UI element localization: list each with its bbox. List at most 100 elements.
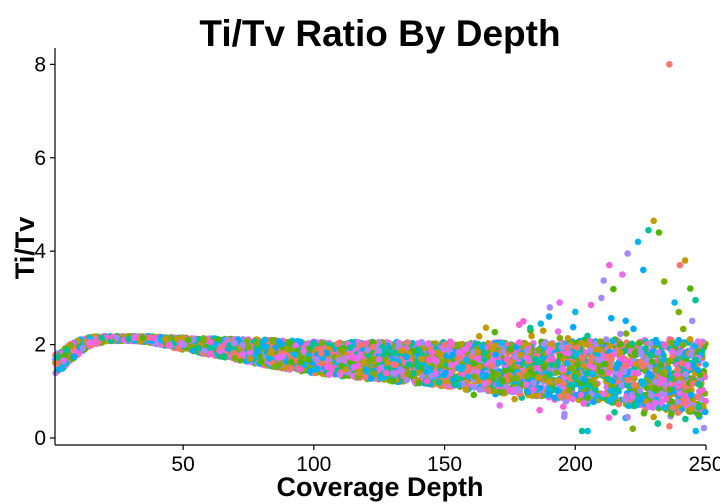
data-point [537,320,545,328]
data-point [355,342,363,350]
data-point [554,359,562,366]
data-point [557,393,564,400]
data-point [566,375,574,383]
data-point [541,374,549,381]
data-point [494,359,502,367]
data-point [377,375,384,382]
data-point [530,379,537,387]
data-point [578,427,586,435]
data-point [254,348,261,356]
data-point [560,403,567,411]
data-point [297,339,305,346]
chart-title: Ti/Tv Ratio By Depth [199,13,560,54]
data-point [471,373,478,380]
data-point [694,338,702,345]
data-point [470,383,478,391]
data-point [624,377,631,384]
data-point [524,388,532,396]
data-point [399,347,406,354]
data-point [323,349,330,357]
data-point [435,379,443,386]
data-point [629,393,636,401]
data-point [482,324,490,332]
data-point [662,395,670,403]
data-points [51,61,709,435]
data-point [474,348,482,356]
data-point [405,361,413,368]
data-point [647,392,655,399]
data-point [635,339,643,347]
data-point [484,386,492,394]
data-point [113,334,121,342]
data-point [300,347,308,355]
data-point [305,356,313,364]
data-point [589,370,596,378]
data-point [523,373,530,380]
data-point [239,350,247,358]
data-point [694,366,702,374]
data-point [587,347,594,354]
data-point [556,352,564,360]
data-point [702,408,709,416]
data-point [615,400,623,408]
data-point [692,356,700,364]
data-point [449,351,456,359]
data-point [610,285,617,293]
data-point [668,410,675,418]
data-point [679,341,687,349]
data-point [645,370,653,377]
data-point [674,409,682,416]
data-point [271,363,279,371]
data-point [583,370,590,377]
data-point [652,378,659,385]
data-point [491,328,499,336]
data-point [558,343,566,351]
data-point [624,382,631,389]
data-point [668,348,676,355]
data-point [568,381,575,389]
data-point [556,334,564,342]
data-point [523,354,530,361]
data-point [584,332,591,340]
data-point [528,332,535,340]
data-point [505,386,512,394]
data-point [455,354,463,362]
data-point [534,374,542,382]
data-point [609,337,617,345]
data-point [79,344,86,352]
data-point [428,349,436,356]
data-point [606,342,614,350]
data-point [639,380,647,388]
data-point [652,339,660,347]
data-point [539,327,547,335]
data-point [652,399,659,407]
data-point [692,427,700,435]
data-point [356,369,364,377]
data-point [460,370,467,378]
data-point [580,376,587,383]
data-point [560,413,568,421]
data-point [640,410,648,417]
data-point [690,362,697,370]
data-point [447,369,455,377]
data-point [622,317,629,325]
data-point [511,395,518,403]
data-point [463,356,470,364]
data-point [687,351,695,358]
data-point [527,368,534,376]
data-point [389,369,397,377]
data-point [470,391,478,399]
data-point [608,314,615,322]
data-point [454,341,461,349]
data-point [630,325,637,333]
data-point [548,361,555,369]
data-point [230,349,238,357]
data-point [558,365,566,373]
data-point [675,349,682,357]
data-point [540,363,547,371]
data-point [642,345,649,352]
data-point [682,399,689,407]
data-point [617,349,624,356]
data-point [368,375,375,382]
data-point [58,364,66,372]
